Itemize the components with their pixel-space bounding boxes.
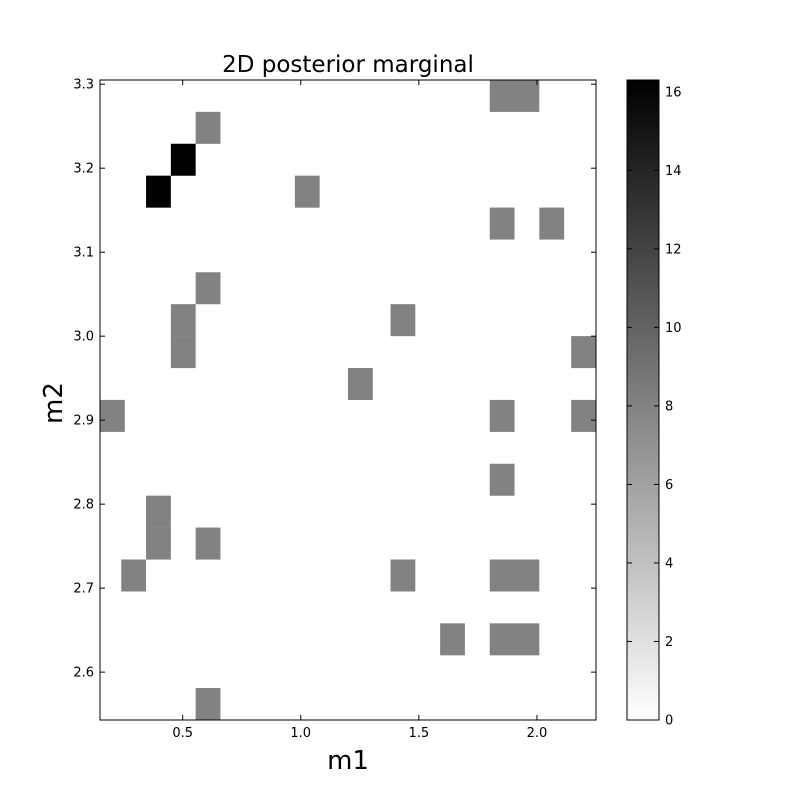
colorbar-tick-label-6: 12 <box>665 242 682 257</box>
heatmap-cell-1 <box>514 80 540 112</box>
x-tick-label-1: 1.0 <box>290 726 311 741</box>
colorbar-tick-label-0: 0 <box>665 714 673 729</box>
colorbar <box>626 79 660 721</box>
heatmap-cell-26 <box>489 623 515 656</box>
y-tick-label-5: 3.1 <box>73 246 94 261</box>
heatmap-cell-18 <box>146 495 171 528</box>
x-axis: 0.5 1.0 1.5 2.0 <box>172 80 547 741</box>
x-tick-label-3: 2.0 <box>527 726 548 741</box>
colorbar-tick-label-1: 2 <box>665 635 673 650</box>
y-axis-label: m2 <box>39 382 69 424</box>
heatmap-cell-21 <box>121 559 147 592</box>
colorbar-tick-label-8: 16 <box>665 85 682 100</box>
heatmap-cell-4 <box>146 175 171 208</box>
colorbar-tick-label-5: 10 <box>665 321 682 336</box>
heatmap-cell-28 <box>195 688 221 720</box>
x-tick-label-2: 1.5 <box>409 726 430 741</box>
heatmap-cell-14 <box>100 399 125 432</box>
y-axis: 2.6 2.7 2.8 2.9 3.0 3.1 3.2 3.3 <box>73 78 596 681</box>
colorbar-tick-label-3: 6 <box>665 478 673 493</box>
y-tick-label-1: 2.7 <box>73 582 94 597</box>
colorbar-tick-label-2: 4 <box>665 556 673 571</box>
y-tick-label-4: 3.0 <box>73 330 94 345</box>
heatmap-cell-3 <box>170 143 196 176</box>
chart-title: 2D posterior marginal <box>222 52 474 78</box>
heatmap-cell-12 <box>571 336 596 369</box>
colorbar-tick-label-7: 14 <box>665 164 682 179</box>
y-tick-label-6: 3.2 <box>73 162 94 177</box>
x-axis-label: m1 <box>327 746 369 776</box>
heatmap-cell-9 <box>170 304 196 337</box>
y-tick-label-0: 2.6 <box>73 666 94 681</box>
colorbar-tick-label-4: 8 <box>665 399 673 414</box>
heatmap-cell-0 <box>489 80 515 112</box>
heatmap-cell-2 <box>195 111 221 144</box>
heatmap-cell-22 <box>390 559 416 592</box>
y-tick-label-7: 3.3 <box>73 78 94 93</box>
heatmap-cell-15 <box>489 399 515 432</box>
y-tick-label-3: 2.9 <box>73 414 94 429</box>
heatmap-cell-10 <box>390 304 416 337</box>
heatmap-cell-7 <box>539 207 565 240</box>
heatmap-cell-11 <box>170 336 196 369</box>
heatmap-cell-8 <box>195 272 221 305</box>
heatmap-cell-19 <box>146 527 171 560</box>
heatmap-cell-25 <box>440 623 465 656</box>
y-tick-label-2: 2.8 <box>73 498 94 513</box>
x-tick-label-0: 0.5 <box>172 726 193 741</box>
heatmap-cell-17 <box>489 463 515 496</box>
heatmap-cell-16 <box>571 399 596 432</box>
heatmap-cell-5 <box>294 175 320 208</box>
heatmap-cell-24 <box>514 559 540 592</box>
heatmap-cell-23 <box>489 559 515 592</box>
heatmap-cell-6 <box>489 207 515 240</box>
heatmap-cell-20 <box>195 527 221 560</box>
heatmap-cell-13 <box>348 368 373 400</box>
colorbar-axis: 0 2 4 6 8 10 12 14 16 <box>627 85 682 729</box>
heatmap-cell-27 <box>514 623 540 656</box>
plot-frame <box>99 79 597 721</box>
heatmap-cells <box>100 80 596 720</box>
